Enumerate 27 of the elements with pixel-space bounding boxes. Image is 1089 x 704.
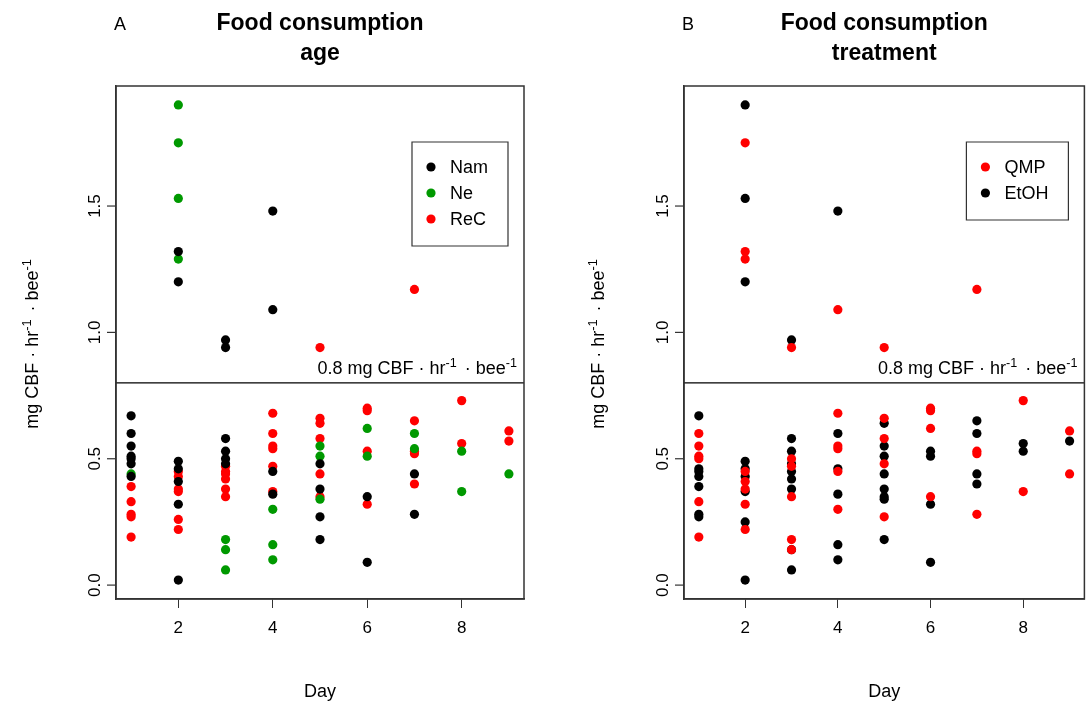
legend-label: Ne (450, 182, 474, 203)
legend-label: QMP (1004, 156, 1046, 177)
x-tick-label: 2 (173, 617, 184, 637)
y-tick-label: 1.0 (85, 320, 104, 345)
y-tick-label: 1.5 (85, 194, 104, 218)
legend-label: EtOH (1004, 182, 1049, 203)
x-tick-label: 4 (268, 617, 278, 637)
legend-label: Nam (450, 156, 489, 177)
x-tick-label: 6 (362, 617, 372, 637)
y-tick-label: 1.0 (653, 320, 672, 345)
x-tick-label: 8 (456, 617, 467, 637)
chart-title: Food consumption treatment (780, 9, 988, 65)
x-tick-label: 4 (833, 617, 843, 637)
text: A (114, 14, 127, 34)
y-tick-label: 0.0 (653, 573, 672, 597)
x-tick-label: 6 (925, 617, 936, 637)
x-axis-title: Day (304, 681, 337, 701)
y-tick-label: 0.5 (653, 446, 672, 471)
legend-label: ReC (450, 208, 487, 229)
y-tick-label: 0.5 (85, 446, 104, 471)
x-tick-label: 2 (740, 617, 750, 637)
x-axis-title: Day (868, 681, 901, 701)
y-tick-label: 0.0 (85, 573, 104, 597)
x-tick-label: 8 (1018, 617, 1028, 637)
chart-title: Food consumption age (216, 9, 424, 65)
y-tick-label: 1.5 (653, 194, 672, 218)
text: B (682, 14, 695, 34)
